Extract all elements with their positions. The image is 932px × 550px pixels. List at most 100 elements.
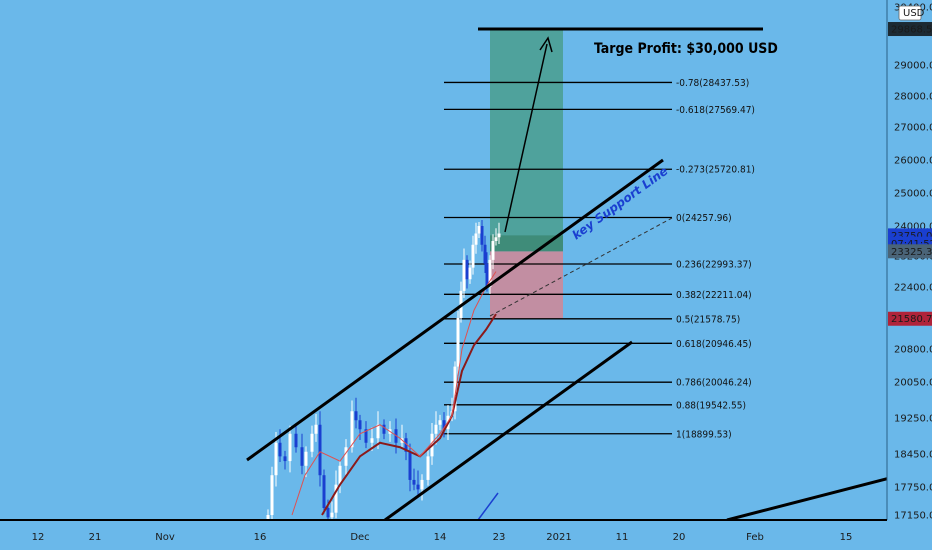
fib-label: -0.273(25720.81) <box>676 165 755 176</box>
fib-label: 0.618(20946.45) <box>676 339 752 350</box>
candle-body <box>318 424 322 476</box>
fib-label: 0.88(19542.55) <box>676 400 746 411</box>
price-tick-label: 17750.00 <box>894 483 932 494</box>
candle-body <box>270 475 274 515</box>
candle-body <box>426 456 430 480</box>
candle-body <box>354 411 358 421</box>
key-support-line <box>246 158 664 462</box>
candle-body <box>416 484 420 490</box>
candle-body <box>314 424 318 434</box>
projection-arrowhead <box>539 36 553 53</box>
date-tick-label: 2021 <box>546 532 571 543</box>
fib-label: -0.78(28437.53) <box>676 78 749 89</box>
date-tick-label: 12 <box>32 532 45 543</box>
candle-body <box>434 424 438 434</box>
candle-body <box>456 318 460 367</box>
fib-label: 0.786(20046.24) <box>676 378 752 389</box>
price-tag-label: 23325.39 <box>891 247 932 258</box>
candle-body <box>408 451 412 480</box>
candle-body <box>474 233 478 245</box>
candle-body <box>412 479 416 485</box>
date-tick-label: 20 <box>673 532 686 543</box>
candle-body <box>485 263 489 287</box>
date-tick-label: 16 <box>254 532 267 543</box>
candle-body <box>370 438 374 443</box>
candle-body <box>288 433 292 462</box>
ma-long-line <box>321 313 497 516</box>
candle-body <box>278 442 282 457</box>
date-tick-label: Dec <box>350 532 369 543</box>
date-tick-label: 23 <box>493 532 506 543</box>
candle-body <box>494 237 498 241</box>
fib-label: -0.618(27569.47) <box>676 105 755 116</box>
projection-arrow <box>504 43 548 233</box>
fib-label: 0(24257.96) <box>676 213 732 224</box>
lower-channel-line <box>384 340 633 522</box>
fib-label: 0.236(22993.37) <box>676 260 752 271</box>
price-tag <box>888 311 932 326</box>
price-tick-label: 27000.00 <box>894 123 932 134</box>
price-tag-label: 23750.00 <box>891 231 932 242</box>
time-axis-background <box>0 520 932 550</box>
price-tag <box>888 22 932 37</box>
blue-segment <box>477 492 499 521</box>
fib-label: 1(18899.53) <box>676 429 732 440</box>
price-tick-label: 18450.00 <box>894 450 932 461</box>
date-tick-label: Feb <box>746 532 764 543</box>
profit-zone <box>490 29 563 252</box>
candle-body <box>322 475 326 508</box>
fib-label: 0.382(22211.04) <box>676 290 752 301</box>
date-tick-label: 21 <box>89 532 102 543</box>
candle-body <box>471 244 475 268</box>
candle-body <box>330 512 334 518</box>
candle-body <box>334 484 338 513</box>
candle-body <box>488 259 492 287</box>
ma-short-line <box>291 271 497 516</box>
price-tick-label: 26000.00 <box>894 156 932 167</box>
price-tick-label: 28000.00 <box>894 92 932 103</box>
fib-label: 0.5(21578.75) <box>676 314 740 325</box>
candle-body <box>344 447 348 466</box>
currency-button <box>898 5 922 21</box>
price-tick-label: 25000.00 <box>894 189 932 200</box>
price-tag-label: 29868.52 <box>891 25 932 36</box>
loss-zone <box>490 251 563 319</box>
candle-body <box>453 366 457 412</box>
price-tick-label: 20050.00 <box>894 378 932 389</box>
price-tick-label: 17150.00 <box>894 511 932 522</box>
target-profit-title: Targe Profit: $30,000 USD <box>594 41 778 57</box>
entry-band <box>490 235 563 252</box>
candle-body <box>420 479 424 490</box>
trend-line-right <box>726 476 891 522</box>
candle-body <box>465 259 469 280</box>
candle-body <box>480 226 484 245</box>
candle-body <box>274 442 278 476</box>
candle-body <box>376 424 380 439</box>
candle-body <box>404 438 408 452</box>
currency-button-label: USD <box>903 8 925 19</box>
candle-body <box>468 267 472 280</box>
candle-body <box>358 420 362 430</box>
candle-body <box>477 226 481 234</box>
candle-body <box>483 244 487 264</box>
candle-body <box>283 456 287 462</box>
price-tag-label: 21580.72 <box>891 314 932 325</box>
price-tick-label: 24000.00 <box>894 222 932 233</box>
price-tick-label: 19250.00 <box>894 414 932 425</box>
price-tick-label: 22400.00 <box>894 283 932 294</box>
candle-body <box>350 411 354 448</box>
date-tick-label: 11 <box>616 532 629 543</box>
candle-body <box>382 424 386 434</box>
candle-body <box>491 241 495 260</box>
candle-body <box>462 259 466 291</box>
candle-body <box>438 420 442 425</box>
candle-body <box>497 233 501 238</box>
candle-body <box>442 420 446 430</box>
candle-body <box>294 433 298 448</box>
date-tick-label: 14 <box>434 532 447 543</box>
candle-body <box>304 451 308 466</box>
candle-body <box>364 429 368 443</box>
price-tag <box>888 244 932 259</box>
